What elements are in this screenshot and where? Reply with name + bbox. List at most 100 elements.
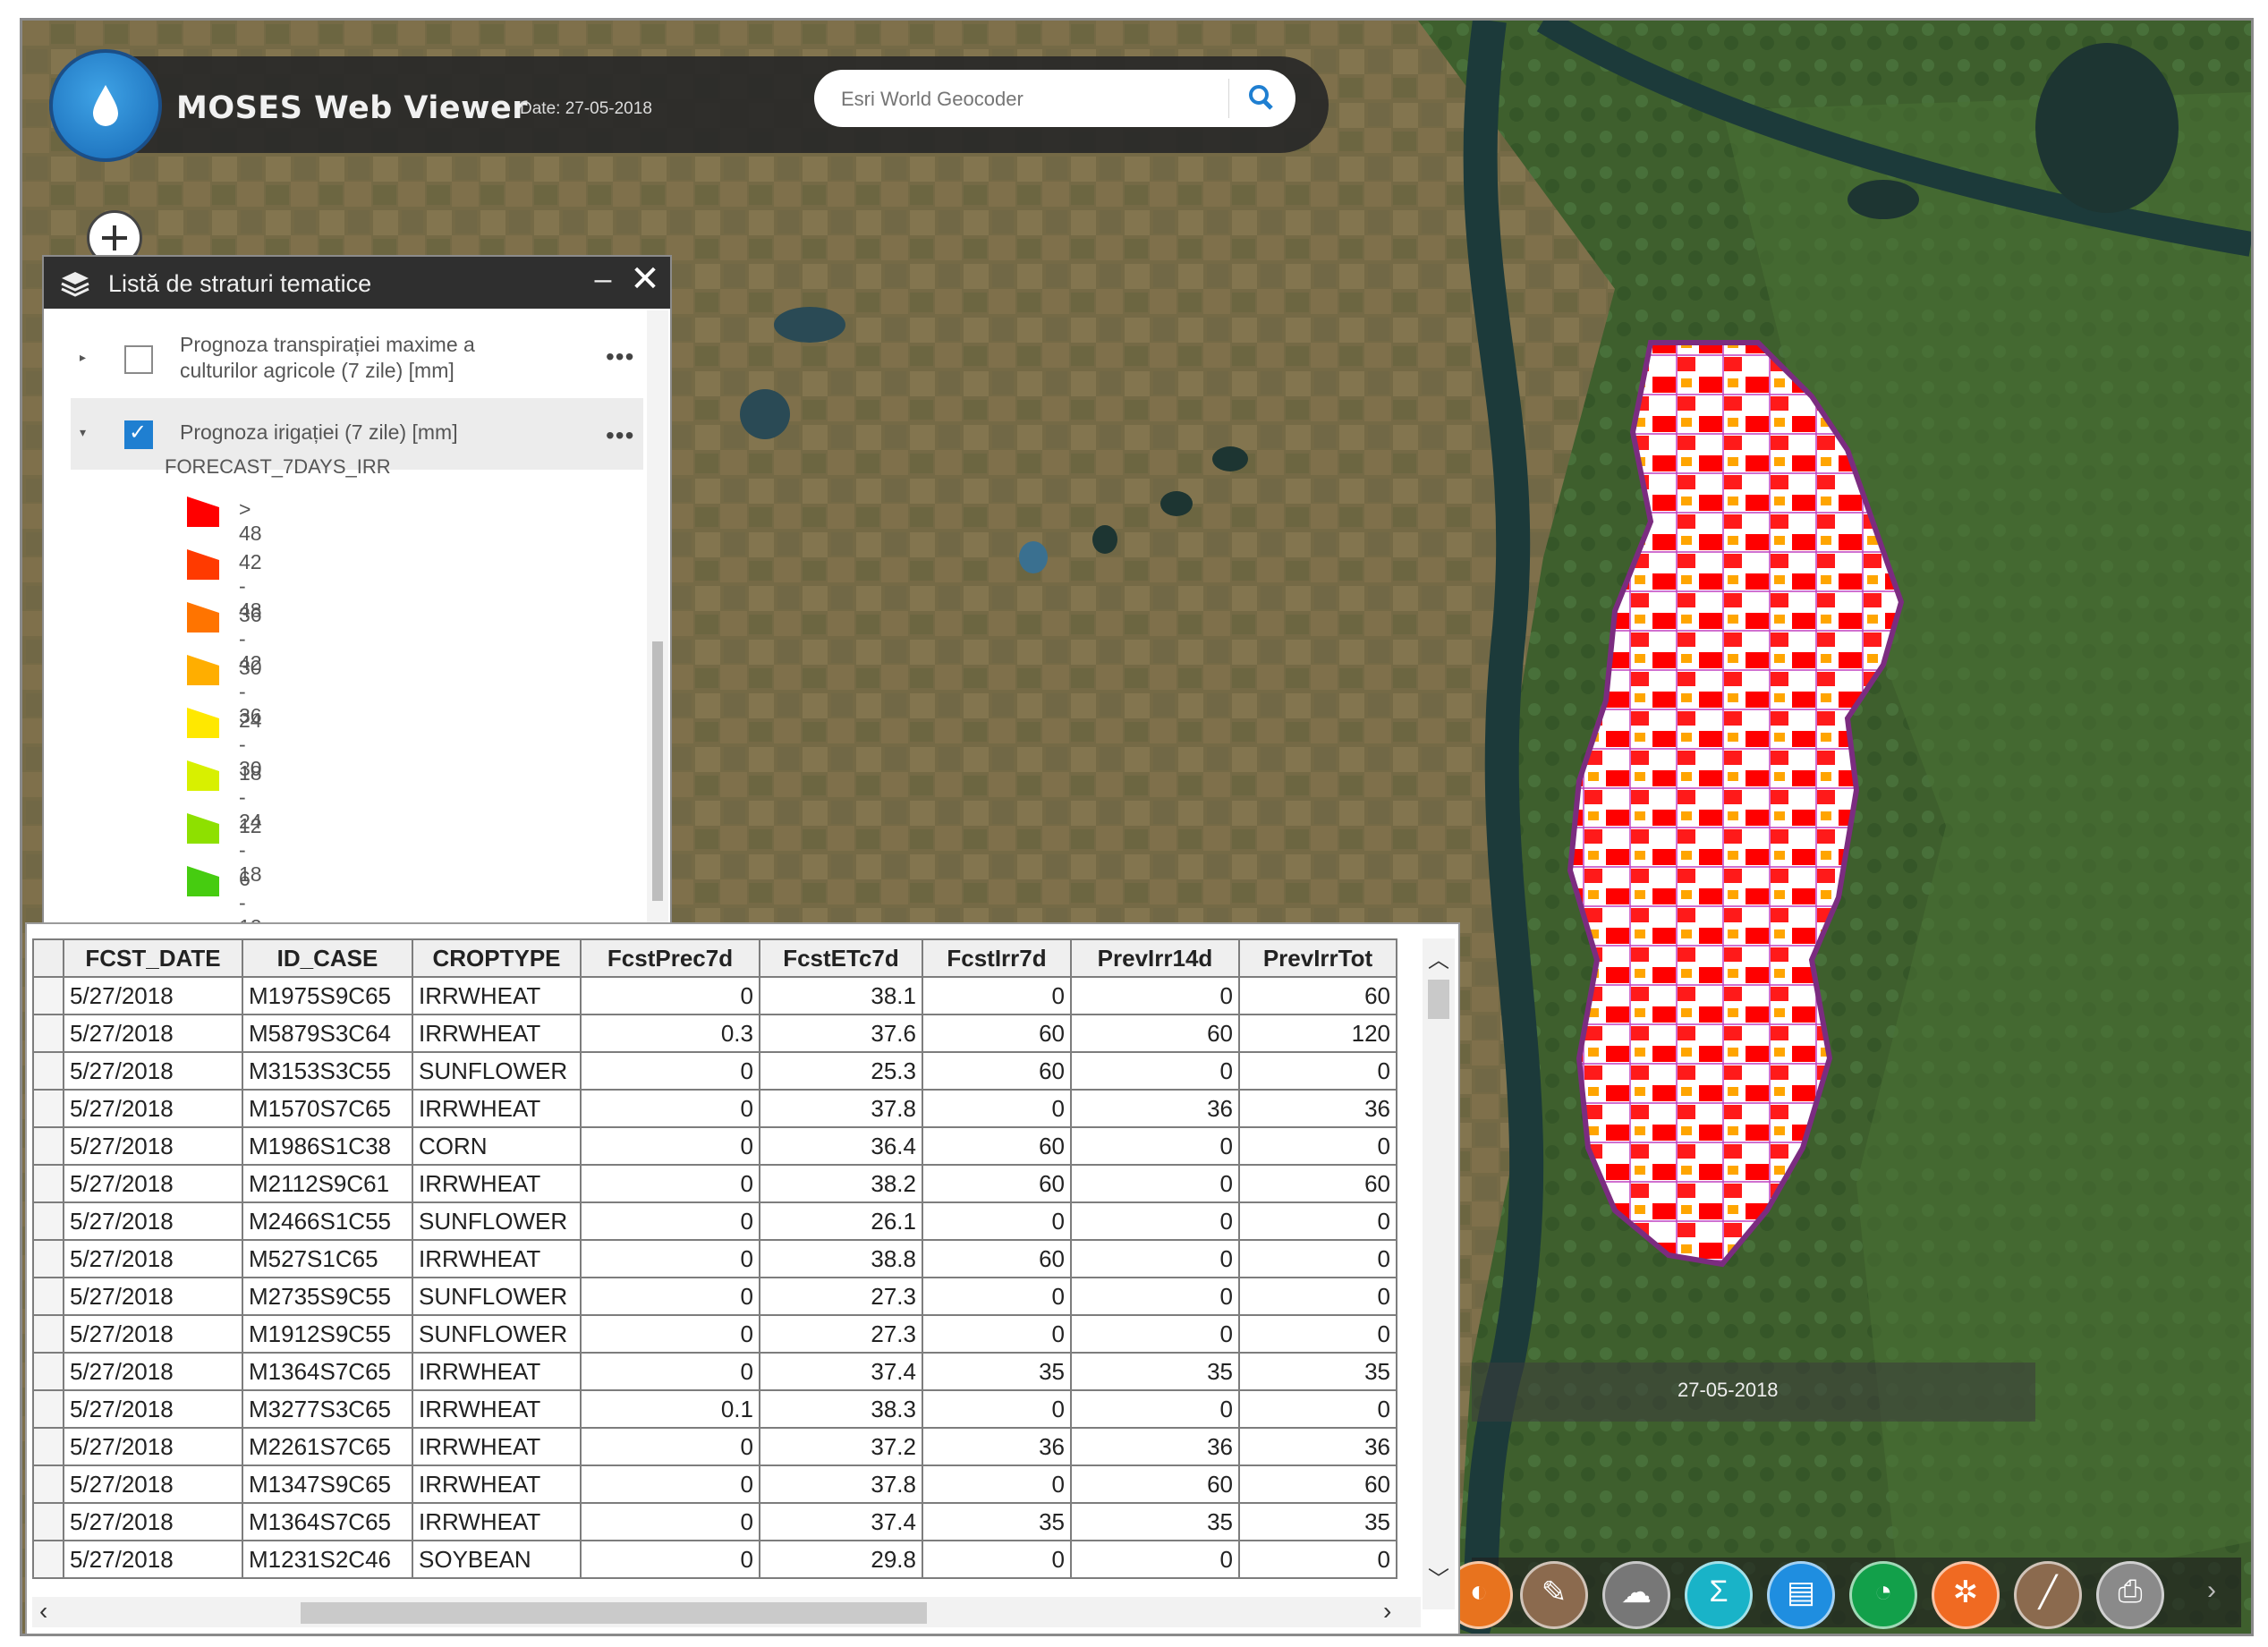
- chevron-down-icon[interactable]: ﹀: [1428, 1567, 1449, 1592]
- chevron-right-icon[interactable]: ›: [1383, 1597, 1392, 1625]
- chevron-up-icon[interactable]: ︿: [1428, 948, 1449, 972]
- table-row[interactable]: 5/27/2018 M2466S1C55 SUNFLOWER 0 26.1 0 0 0: [32, 1201, 1397, 1241]
- column-header[interactable]: FCST_DATE: [63, 938, 243, 978]
- table-row[interactable]: 5/27/2018 M2261S7C65 IRRWHEAT 0 37.2 36 36 36: [32, 1427, 1397, 1466]
- row-selector[interactable]: [32, 976, 64, 1015]
- row-selector[interactable]: [32, 1464, 64, 1504]
- table-cell: IRRWHEAT: [412, 1014, 582, 1053]
- table-row[interactable]: 5/27/2018 M3277S3C65 IRRWHEAT 0.1 38.3 0 0 0: [32, 1389, 1397, 1429]
- draw-button[interactable]: ✎: [1520, 1561, 1588, 1629]
- chevron-left-icon[interactable]: ‹: [39, 1597, 48, 1625]
- table-vertical-scrollbar[interactable]: ︿ ﹀: [1423, 938, 1455, 1609]
- table-cell: 5/27/2018: [63, 976, 243, 1015]
- column-header[interactable]: FcstETc7d: [759, 938, 923, 978]
- table-row[interactable]: 5/27/2018 M1570S7C65 IRRWHEAT 0 37.8 0 36 36: [32, 1089, 1397, 1128]
- column-header[interactable]: PrevIrr14d: [1070, 938, 1240, 978]
- layer-row-transpiration[interactable]: ▸ Prognoza transpirației maxime a cultur…: [71, 323, 643, 395]
- table-row[interactable]: 5/27/2018 M2735S9C55 SUNFLOWER 0 27.3 0 0 0: [32, 1277, 1397, 1316]
- time-slider[interactable]: 27-05-2018: [1472, 1363, 2035, 1422]
- table-cell: 0: [580, 1051, 760, 1091]
- app-title: MOSES Web Viewer: [176, 90, 528, 126]
- table-cell: SUNFLOWER: [412, 1201, 582, 1241]
- expand-arrow-icon[interactable]: ▸: [80, 350, 87, 364]
- table-cell: 5/27/2018: [63, 1540, 243, 1579]
- table-row[interactable]: 5/27/2018 M1231S2C46 SOYBEAN 0 29.8 0 0 0: [32, 1540, 1397, 1579]
- chart-button[interactable]: ▤: [1767, 1561, 1835, 1629]
- table-row[interactable]: 5/27/2018 M527S1C65 IRRWHEAT 0 38.8 60 0 0: [32, 1239, 1397, 1278]
- layer-checkbox[interactable]: [124, 420, 153, 449]
- row-selector-header[interactable]: [32, 938, 64, 978]
- table-row[interactable]: 5/27/2018 M1347S9C65 IRRWHEAT 0 37.8 0 60 60: [32, 1464, 1397, 1504]
- layer-row-irrigation[interactable]: ▾ Prognoza irigației (7 zile) [mm] •••: [71, 398, 643, 470]
- column-header[interactable]: FcstPrec7d: [580, 938, 760, 978]
- layers-tool-button[interactable]: ☁: [1602, 1561, 1670, 1629]
- panel-scroll-thumb[interactable]: [652, 641, 663, 901]
- table-cell: 5/27/2018: [63, 1239, 243, 1278]
- column-header[interactable]: ID_CASE: [242, 938, 413, 978]
- row-selector[interactable]: [32, 1277, 64, 1316]
- table-row[interactable]: 5/27/2018 M1986S1C38 CORN 0 36.4 60 0 0: [32, 1126, 1397, 1166]
- row-selector[interactable]: [32, 1314, 64, 1354]
- table-row[interactable]: 5/27/2018 M3153S3C55 SUNFLOWER 0 25.3 60 0 0: [32, 1051, 1397, 1091]
- table-row[interactable]: 5/27/2018 M2112S9C61 IRRWHEAT 0 38.2 60 0 60: [32, 1164, 1397, 1203]
- table-row[interactable]: 5/27/2018 M1364S7C65 IRRWHEAT 0 37.4 35 35 35: [32, 1502, 1397, 1541]
- chart-icon: ▤: [1786, 1575, 1816, 1609]
- row-selector[interactable]: [32, 1126, 64, 1166]
- table-cell: 0: [1238, 1126, 1397, 1166]
- table-cell: M527S1C65: [242, 1239, 413, 1278]
- table-cell: 37.4: [759, 1352, 923, 1391]
- measure-button[interactable]: ╱: [2014, 1561, 2082, 1629]
- more-options-icon[interactable]: •••: [606, 343, 635, 370]
- table-cell: IRRWHEAT: [412, 1389, 582, 1429]
- row-selector[interactable]: [32, 1164, 64, 1203]
- vertical-scroll-thumb[interactable]: [1428, 980, 1449, 1019]
- table-cell: 0: [1238, 1201, 1397, 1241]
- row-selector[interactable]: [32, 1389, 64, 1429]
- column-header[interactable]: CROPTYPE: [412, 938, 582, 978]
- search-button[interactable]: [1239, 79, 1284, 118]
- table-row[interactable]: 5/27/2018 M1912S9C55 SUNFLOWER 0 27.3 0 0 0: [32, 1314, 1397, 1354]
- table-cell: M1975S9C65: [242, 976, 413, 1015]
- row-selector[interactable]: [32, 1089, 64, 1128]
- table-horizontal-scrollbar[interactable]: ‹ ›: [32, 1597, 1421, 1627]
- search-input[interactable]: [839, 82, 1219, 116]
- table-row[interactable]: 5/27/2018 M5879S3C64 IRRWHEAT 0.3 37.6 60 60 12…: [32, 1014, 1397, 1053]
- horizontal-scroll-thumb[interactable]: [301, 1602, 927, 1624]
- report-button[interactable]: ◔: [1849, 1561, 1917, 1629]
- table-cell: 0: [580, 1464, 760, 1504]
- settings-button[interactable]: ✲: [1932, 1561, 2000, 1629]
- collapse-arrow-icon[interactable]: ▾: [80, 425, 87, 439]
- table-row[interactable]: 5/27/2018 M1364S7C65 IRRWHEAT 0 37.4 35 35 35: [32, 1352, 1397, 1391]
- print-button[interactable]: ⎙: [2096, 1561, 2164, 1629]
- row-selector[interactable]: [32, 1051, 64, 1091]
- table-cell: 35: [922, 1352, 1072, 1391]
- row-selector[interactable]: [32, 1427, 64, 1466]
- table-cell: 0: [1238, 1277, 1397, 1316]
- row-selector[interactable]: [32, 1502, 64, 1541]
- table-cell: 38.8: [759, 1239, 923, 1278]
- row-selector[interactable]: [32, 1014, 64, 1053]
- close-button[interactable]: ✕: [630, 259, 660, 299]
- search-separator: [1228, 79, 1229, 118]
- more-options-icon[interactable]: •••: [606, 421, 635, 449]
- chevron-right-icon[interactable]: ›: [2207, 1575, 2216, 1605]
- row-selector[interactable]: [32, 1352, 64, 1391]
- statistics-button[interactable]: Σ: [1685, 1561, 1753, 1629]
- table-cell: 37.4: [759, 1502, 923, 1541]
- table-row[interactable]: 5/27/2018 M1975S9C65 IRRWHEAT 0 38.1 0 0 60: [32, 976, 1397, 1015]
- table-cell: IRRWHEAT: [412, 976, 582, 1015]
- table-cell: 0: [922, 1277, 1072, 1316]
- legend-field-name: FORECAST_7DAYS_IRR: [165, 455, 391, 478]
- row-selector[interactable]: [32, 1201, 64, 1241]
- table-cell: SUNFLOWER: [412, 1277, 582, 1316]
- minimize-button[interactable]: –: [594, 262, 612, 296]
- row-selector[interactable]: [32, 1239, 64, 1278]
- table-cell: 5/27/2018: [63, 1014, 243, 1053]
- table-cell: 36: [1238, 1089, 1397, 1128]
- row-selector[interactable]: [32, 1540, 64, 1579]
- column-header[interactable]: FcstIrr7d: [922, 938, 1072, 978]
- table-cell: 0: [580, 1164, 760, 1203]
- layer-checkbox[interactable]: [124, 345, 153, 374]
- panel-scrollbar[interactable]: [647, 310, 668, 946]
- column-header[interactable]: PrevIrrTot: [1238, 938, 1397, 978]
